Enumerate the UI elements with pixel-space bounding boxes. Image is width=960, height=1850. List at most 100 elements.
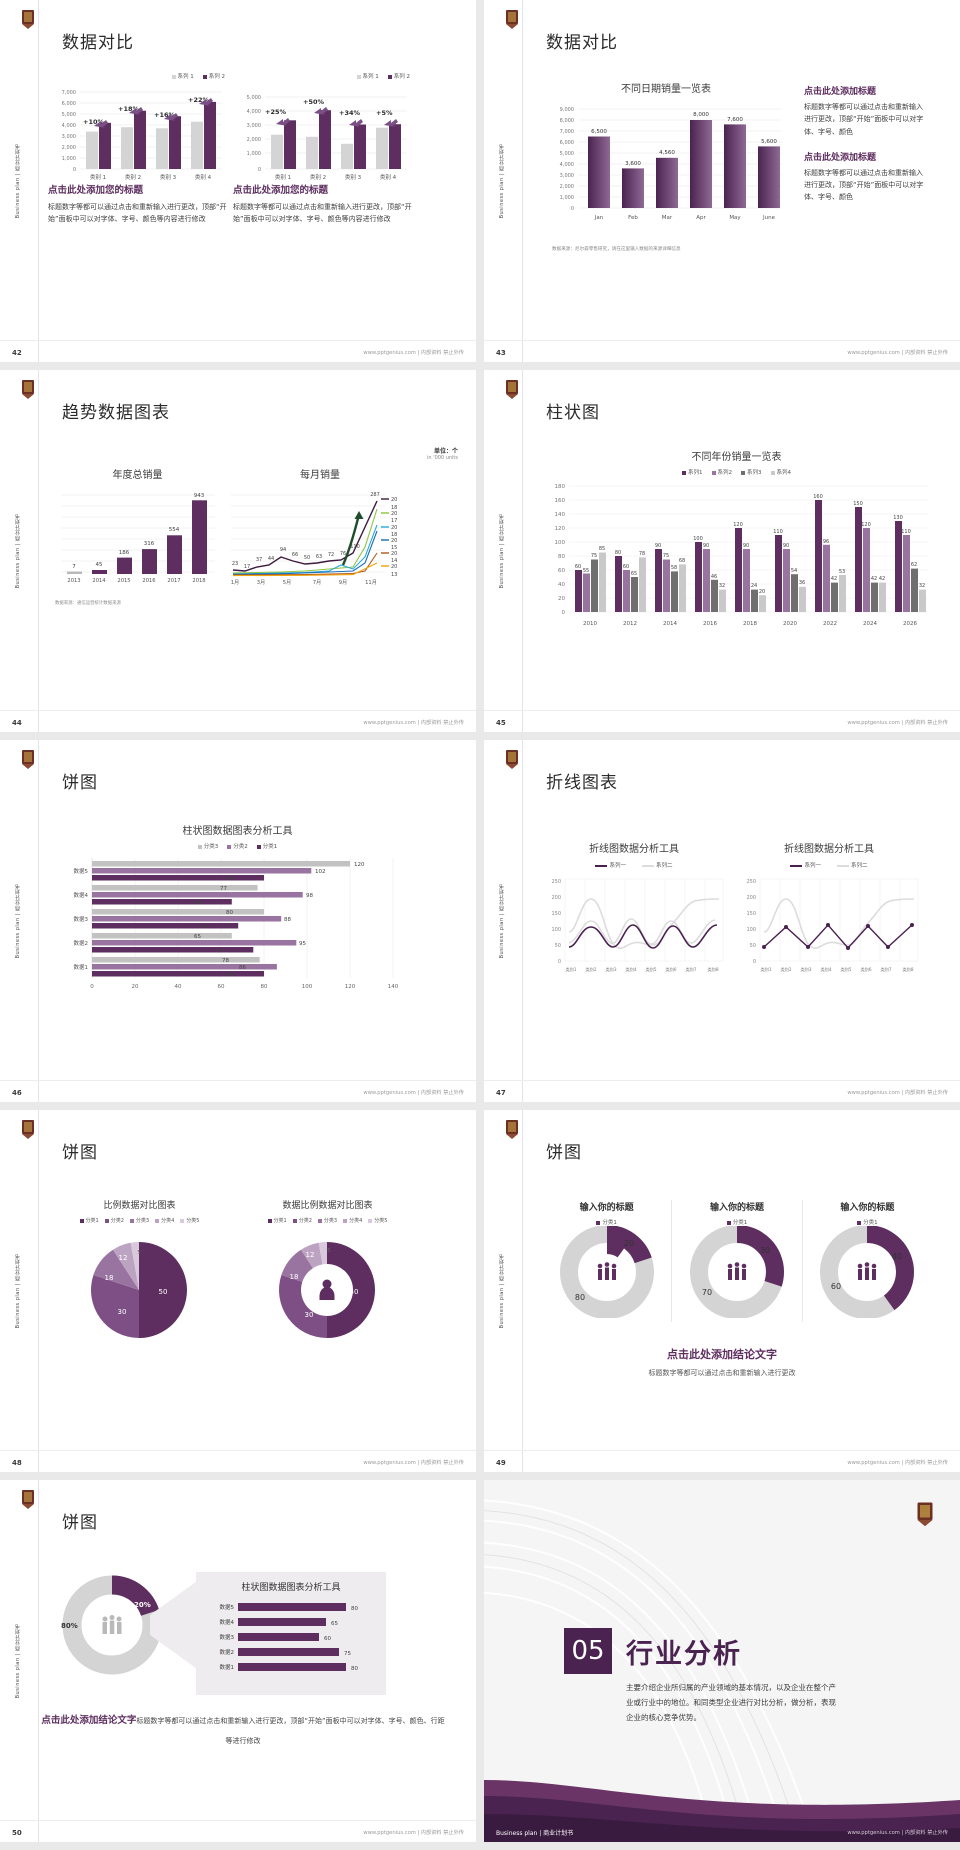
svg-text:5,000: 5,000 bbox=[62, 112, 76, 118]
legend-item: 分类3 bbox=[317, 1217, 337, 1224]
svg-text:75: 75 bbox=[344, 1651, 351, 1657]
svg-text:类别7: 类别7 bbox=[880, 966, 891, 973]
svg-text:88: 88 bbox=[284, 917, 291, 923]
legend-item: 分类4 bbox=[343, 1217, 362, 1224]
slide-footer: 47 www.pptgenius.com | 内部资料 禁止外传 bbox=[484, 1080, 960, 1102]
chart-title: 比例数据对比图表 bbox=[103, 1201, 176, 1211]
svg-text:80: 80 bbox=[575, 1293, 585, 1302]
section-number-badge: 05 bbox=[564, 1628, 612, 1674]
svg-text:200: 200 bbox=[551, 895, 561, 901]
section-title: 行业分析 bbox=[626, 1638, 742, 1670]
footer-url: www.pptgenius.com | 内部资料 禁止外传 bbox=[847, 1830, 948, 1836]
svg-text:60: 60 bbox=[831, 1282, 841, 1291]
svg-text:98: 98 bbox=[306, 893, 313, 899]
svg-text:2024: 2024 bbox=[863, 621, 877, 627]
svg-text:6,500: 6,500 bbox=[591, 129, 607, 135]
footer-url: www.pptgenius.com | 内部资料 禁止外传 bbox=[847, 350, 948, 356]
svg-text:20: 20 bbox=[759, 589, 765, 595]
svg-text:77: 77 bbox=[220, 886, 227, 892]
svg-text:95: 95 bbox=[299, 941, 306, 947]
svg-text:9月: 9月 bbox=[339, 579, 348, 586]
chart-legend: 系列一 系列二 bbox=[734, 861, 924, 869]
page-title: 数据对比 bbox=[546, 33, 618, 53]
chart-legend: 分类3 分类2 分类1 bbox=[50, 842, 425, 850]
svg-text:54: 54 bbox=[791, 568, 797, 574]
svg-text:53: 53 bbox=[839, 569, 845, 575]
conclusion-heading: 点击此处添加结论文字 bbox=[667, 1348, 777, 1361]
page-title: 饼图 bbox=[62, 1143, 98, 1163]
svg-text:80: 80 bbox=[558, 554, 565, 560]
svg-text:32: 32 bbox=[719, 583, 725, 589]
svg-text:0: 0 bbox=[73, 167, 76, 173]
svg-text:6,000: 6,000 bbox=[62, 101, 76, 107]
svg-text:20: 20 bbox=[624, 1239, 634, 1248]
svg-text:17: 17 bbox=[244, 564, 250, 570]
sidebar-vertical-text: Business plan | 商业计划书 bbox=[15, 513, 21, 589]
svg-text:68: 68 bbox=[679, 558, 685, 564]
chart-source-note: 数据来源：通信运营统计数据来源 bbox=[55, 601, 121, 606]
svg-text:4,560: 4,560 bbox=[659, 150, 675, 156]
svg-text:120: 120 bbox=[733, 522, 743, 528]
chart-title: 每月销量 bbox=[300, 470, 340, 481]
conclusion-heading: 点击此处添加结论文字 bbox=[41, 1715, 137, 1726]
svg-text:50: 50 bbox=[159, 1288, 168, 1296]
svg-text:140: 140 bbox=[555, 512, 566, 518]
svg-text:65: 65 bbox=[331, 1621, 338, 1627]
page-number: 45 bbox=[496, 719, 506, 727]
svg-text:40: 40 bbox=[558, 582, 565, 588]
svg-text:June: June bbox=[762, 215, 776, 221]
svg-text:80: 80 bbox=[351, 1606, 358, 1612]
page-number: 49 bbox=[496, 1459, 506, 1467]
page-title: 柱状图 bbox=[546, 403, 600, 423]
university-crest-icon bbox=[22, 750, 34, 769]
footer-url: www.pptgenius.com | 内部资料 禁止外传 bbox=[363, 350, 464, 356]
svg-text:14: 14 bbox=[391, 558, 397, 564]
svg-text:60: 60 bbox=[324, 1636, 331, 1642]
svg-text:20: 20 bbox=[391, 551, 397, 557]
svg-text:类别 2: 类别 2 bbox=[310, 173, 326, 181]
svg-text:数据3: 数据3 bbox=[74, 915, 89, 923]
svg-text:数据2: 数据2 bbox=[74, 939, 89, 947]
chart-title: 输入你的标题 bbox=[840, 1203, 895, 1213]
chart-title: 不同日期销量一览表 bbox=[621, 84, 711, 95]
svg-text:75: 75 bbox=[663, 553, 669, 559]
svg-text:50: 50 bbox=[350, 1288, 359, 1296]
svg-text:76: 76 bbox=[340, 551, 346, 557]
legend-item: 系列 1 bbox=[171, 72, 194, 80]
legend-item: 系列2 bbox=[711, 468, 732, 476]
svg-text:11月: 11月 bbox=[365, 579, 377, 586]
svg-text:78: 78 bbox=[222, 958, 229, 964]
svg-text:130: 130 bbox=[893, 515, 903, 521]
svg-text:90: 90 bbox=[783, 543, 789, 549]
svg-text:类别1: 类别1 bbox=[565, 966, 576, 973]
footer-url: www.pptgenius.com | 内部资料 禁止外传 bbox=[363, 1090, 464, 1096]
svg-text:4,000: 4,000 bbox=[560, 162, 574, 168]
svg-text:44: 44 bbox=[268, 556, 274, 562]
svg-text:1,000: 1,000 bbox=[62, 156, 76, 162]
svg-text:80: 80 bbox=[226, 876, 233, 882]
slide-43: Business plan | 商业计划书 数据对比 不同日期销量一览表 9,0… bbox=[484, 0, 960, 362]
svg-text:250: 250 bbox=[551, 879, 561, 885]
legend-item: 系列二 bbox=[837, 861, 868, 869]
donut-chart: 40 60 bbox=[820, 1225, 915, 1319]
monthly-sales-bar-chart: 9,000 8,000 7,000 6,000 5,000 4,000 3,000 2,00… bbox=[560, 107, 782, 221]
svg-text:60: 60 bbox=[558, 568, 565, 574]
block-heading: 点击此处添加标题 bbox=[804, 152, 877, 163]
svg-text:+5%: +5% bbox=[376, 109, 393, 117]
svg-text:类别6: 类别6 bbox=[665, 966, 676, 973]
svg-text:7,000: 7,000 bbox=[62, 90, 76, 96]
chart-title: 折线图数据分析工具 bbox=[589, 844, 679, 855]
horizontal-bar-chart: 数据5 数据4 数据3 数据2 数据1 80 65 60 75 80 bbox=[220, 1603, 358, 1672]
svg-text:类别8: 类别8 bbox=[902, 966, 913, 973]
page-number: 46 bbox=[12, 1089, 22, 1097]
legend-item: 分类1 bbox=[256, 842, 277, 850]
svg-text:62: 62 bbox=[911, 562, 917, 568]
svg-text:类别 1: 类别 1 bbox=[275, 173, 291, 181]
donut-chart: 30 70 bbox=[689, 1225, 784, 1319]
chart-title: 柱状图数据图表分析工具 bbox=[241, 1583, 341, 1593]
footer-url: www.pptgenius.com | 内部资料 禁止外传 bbox=[363, 720, 464, 726]
section-body: 主要介绍企业所归属的产业领域的基本情况，以及企业在整个产业或行业中的地位。和同类… bbox=[626, 1683, 836, 1722]
line-chart: 250 200 150 100 50 0 类别1 类别2 类别3 类别4 类别5 类别6 类别7 类… bbox=[551, 878, 724, 973]
university-crest-icon bbox=[22, 1120, 34, 1139]
svg-text:75: 75 bbox=[591, 553, 597, 559]
